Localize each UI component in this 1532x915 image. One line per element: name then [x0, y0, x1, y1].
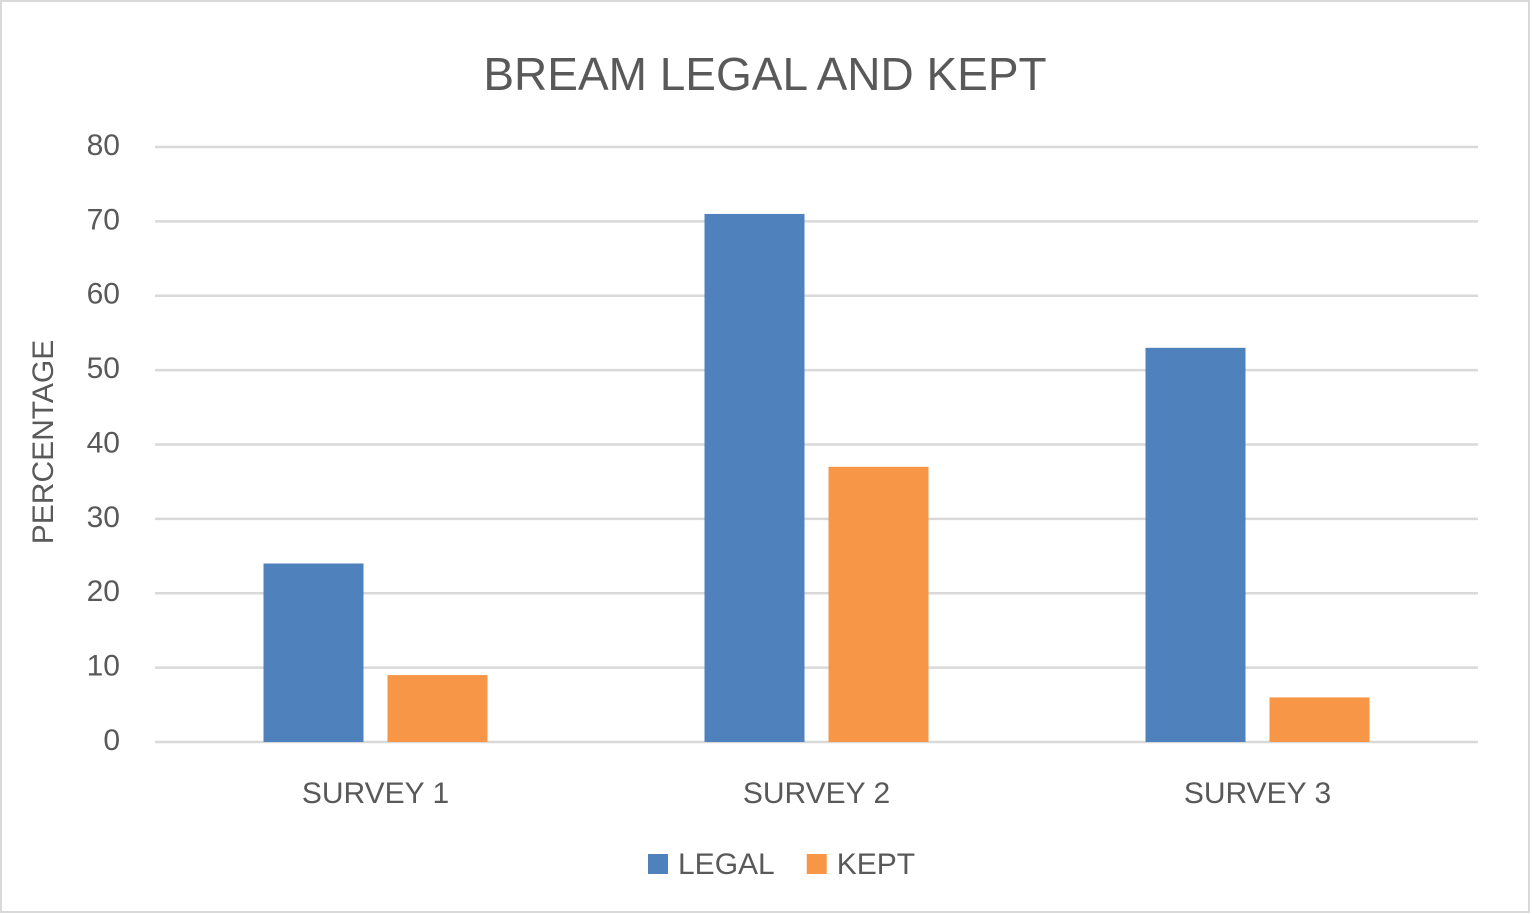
y-tick-label: 80	[87, 129, 120, 162]
bar	[263, 563, 364, 742]
y-tick-label: 70	[87, 203, 120, 236]
legend-swatch	[648, 854, 668, 874]
bar	[704, 213, 805, 742]
chart-title: BREAM LEGAL AND KEPT	[483, 48, 1046, 100]
y-tick-label: 10	[87, 650, 120, 683]
y-tick-label: 50	[87, 352, 120, 385]
bar	[1269, 697, 1370, 742]
x-tick-label: SURVEY 2	[743, 777, 890, 810]
bar	[828, 466, 929, 742]
bar	[1145, 347, 1246, 742]
y-tick-label: 0	[103, 724, 120, 757]
y-tick-label: 30	[87, 501, 120, 534]
x-tick-label: SURVEY 3	[1184, 777, 1331, 810]
y-tick-label: 40	[87, 426, 120, 459]
legend-label: LEGAL	[678, 848, 775, 881]
y-tick-label: 60	[87, 278, 120, 311]
y-axis-label: PERCENTAGE	[27, 340, 60, 544]
legend-label: KEPT	[837, 848, 915, 881]
bar	[387, 675, 488, 742]
legend-swatch	[806, 854, 827, 874]
y-tick-label: 20	[87, 575, 120, 608]
x-tick-label: SURVEY 1	[302, 777, 449, 810]
